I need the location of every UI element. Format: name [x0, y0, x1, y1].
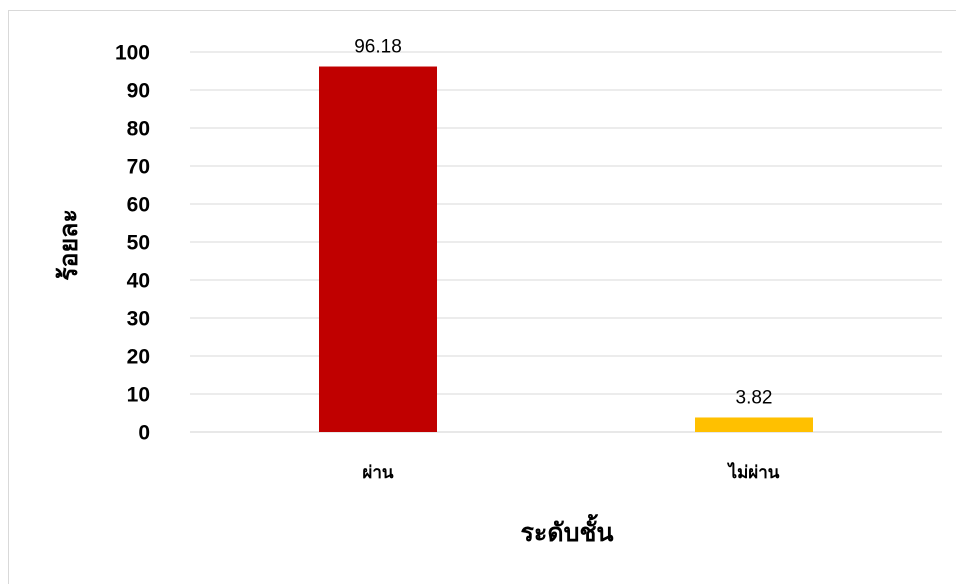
data-label-2: 3.82	[736, 387, 773, 408]
gridlines	[190, 51, 942, 433]
x-axis-title: ระดับชั้น	[520, 513, 613, 547]
y-tick-label: 90	[127, 80, 150, 103]
bars	[319, 66, 813, 433]
y-tick-label: 0	[138, 422, 150, 445]
chart-frame	[8, 10, 956, 584]
bar-1	[319, 66, 437, 433]
data-labels: 96.18 3.82	[354, 37, 772, 409]
y-axis-ticks: 0 10 20 30 40 50 60 70 80 90 100	[115, 42, 150, 445]
y-tick-label: 10	[127, 384, 150, 407]
y-tick-label: 80	[127, 118, 150, 141]
y-tick-label: 100	[115, 42, 150, 65]
y-tick-label: 50	[127, 232, 150, 255]
x-axis-categories: ผ่าน ไม่ผ่าน	[362, 462, 779, 483]
category-label-1: ผ่าน	[362, 463, 394, 483]
y-tick-label: 70	[127, 156, 150, 179]
category-label-2: ไม่ผ่าน	[727, 462, 780, 483]
y-tick-label: 30	[127, 308, 150, 331]
y-tick-label: 40	[127, 270, 150, 293]
bar-2	[695, 417, 813, 432]
y-axis-title: ร้อยละ	[54, 209, 83, 281]
y-tick-label: 20	[127, 346, 150, 369]
data-label-1: 96.18	[354, 37, 402, 58]
y-tick-label: 60	[127, 194, 150, 217]
